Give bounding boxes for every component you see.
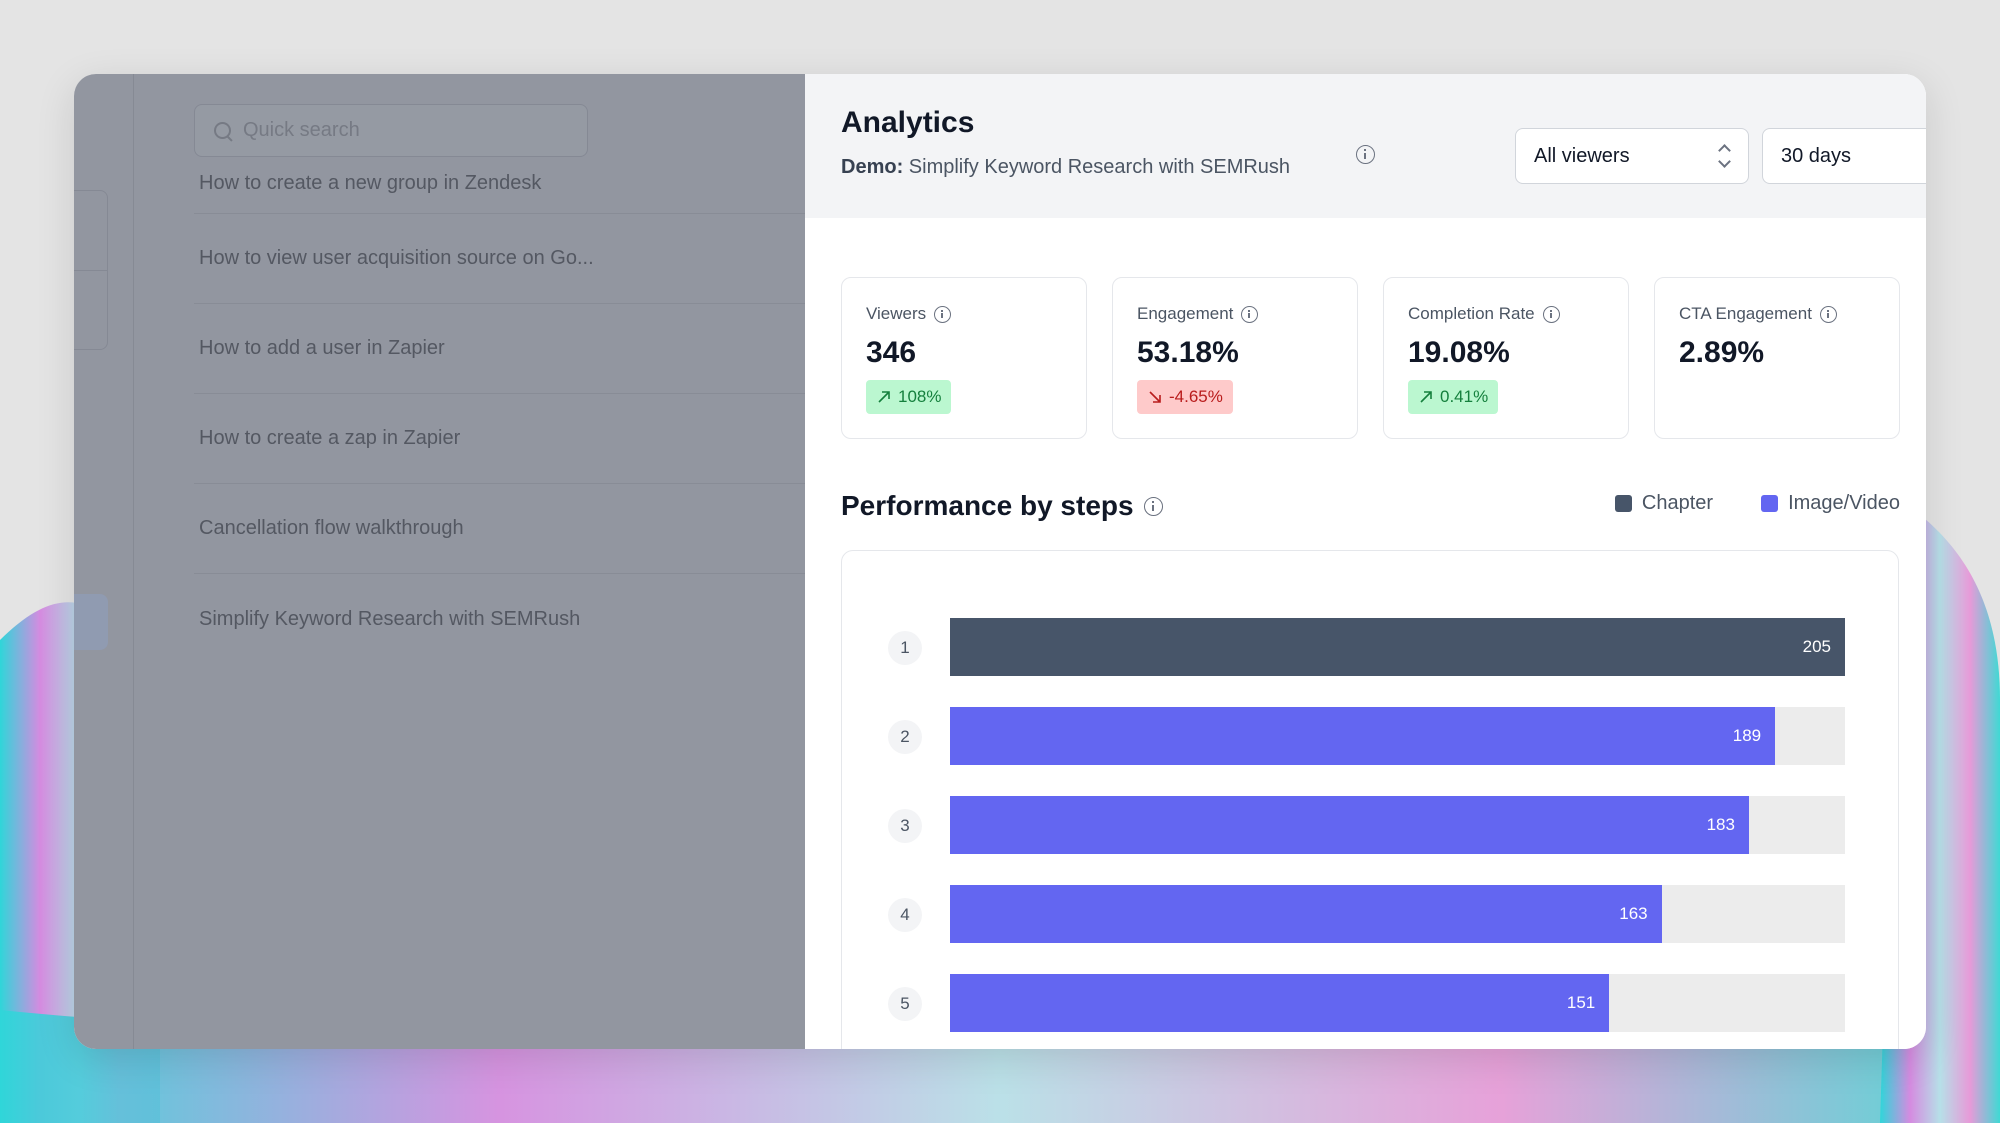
guides-panel: Quick search How to create a new group i…: [74, 74, 805, 1049]
guide-item[interactable]: Cancellation flow walkthrough: [194, 484, 805, 574]
stat-label: Engagement: [1137, 304, 1259, 324]
chart-legend: Chapter Image/Video: [1614, 492, 1900, 515]
legend-swatch: [1761, 495, 1779, 512]
page-title: Analytics: [841, 106, 975, 139]
step-number: 5: [888, 987, 922, 1021]
stat-value: 53.18%: [1137, 336, 1239, 369]
date-range-select[interactable]: 30 days: [1762, 128, 1926, 184]
search-icon: [213, 121, 233, 141]
legend-label: Image/Video: [1788, 492, 1900, 514]
rail-active-item[interactable]: [74, 594, 108, 650]
guide-item[interactable]: How to view user acquisition source on G…: [194, 214, 805, 304]
stat-label-text: Viewers: [866, 304, 927, 323]
stat-label: Completion Rate: [1408, 304, 1560, 324]
search-placeholder: Quick search: [243, 119, 360, 141]
info-icon[interactable]: [1819, 305, 1837, 323]
analytics-panel: Analytics Demo: Simplify Keyword Researc…: [805, 74, 1926, 1049]
legend-item-chapter: Chapter: [1614, 492, 1714, 515]
guide-item[interactable]: Simplify Keyword Research with SEMRush: [199, 607, 581, 630]
trend-value: -4.65%: [1169, 387, 1223, 406]
subtitle-demo-name: Simplify Keyword Research with SEMRush: [908, 156, 1291, 178]
step-number: 1: [888, 631, 922, 665]
viewers-select[interactable]: All viewers: [1515, 128, 1749, 184]
quick-search-input[interactable]: Quick search: [194, 104, 588, 157]
date-range-select-value: 30 days: [1781, 144, 1852, 167]
performance-title-text: Performance by steps: [841, 490, 1134, 521]
step-number: 4: [888, 898, 922, 932]
trend-badge: -4.65%: [1137, 380, 1233, 414]
bar-step-5[interactable]: 151: [950, 974, 1610, 1032]
stat-card-completion-rate: Completion Rate 19.08% 0.41%: [1383, 277, 1629, 439]
trend-value: 0.41%: [1440, 387, 1489, 406]
bar-value-label: 183: [1706, 815, 1735, 834]
app-window: Quick search How to create a new group i…: [74, 74, 1926, 1049]
guide-item[interactable]: How to add a user in Zapier: [194, 304, 805, 394]
bar-track: 205: [950, 618, 1845, 676]
step-number: 3: [888, 809, 922, 843]
info-icon[interactable]: [1241, 305, 1259, 323]
bar-value-label: 163: [1619, 904, 1648, 923]
guide-item[interactable]: How to create a new group in Zendesk: [194, 144, 805, 214]
performance-title: Performance by steps: [841, 490, 1163, 522]
guide-item[interactable]: How to create a zap in Zapier: [194, 394, 805, 484]
bar-track: 151: [950, 974, 1845, 1032]
stat-value: 2.89%: [1679, 336, 1765, 369]
stat-card-engagement: Engagement 53.18% -4.65%: [1112, 277, 1358, 439]
chart-row: 5 151: [842, 973, 1900, 1033]
info-icon[interactable]: [1143, 496, 1163, 516]
arrow-up-right-icon: [878, 391, 890, 403]
info-icon[interactable]: [1542, 305, 1560, 323]
info-icon[interactable]: [1356, 145, 1375, 164]
trend-badge: 0.41%: [1408, 380, 1499, 414]
viewers-select-value: All viewers: [1534, 144, 1630, 167]
stat-value: 346: [866, 336, 917, 369]
performance-chart: 1 205 2 189 3 183 4 163 5 151: [841, 550, 1899, 1049]
chart-row: 2 189: [842, 706, 1900, 766]
bar-step-3[interactable]: 183: [950, 796, 1749, 854]
stat-label-text: Completion Rate: [1408, 304, 1535, 323]
bar-value-label: 151: [1566, 993, 1596, 1012]
stat-label-text: CTA Engagement: [1679, 304, 1812, 323]
chevron-updown-icon: [1718, 143, 1730, 169]
stat-label: Viewers: [866, 304, 952, 324]
bar-step-2[interactable]: 189: [950, 707, 1776, 765]
analytics-header: Analytics Demo: Simplify Keyword Researc…: [805, 74, 1926, 218]
bar-step-4[interactable]: 163: [950, 885, 1662, 943]
info-icon[interactable]: [934, 305, 952, 323]
step-number: 2: [888, 720, 922, 754]
guide-list: How to create a new group in Zendesk How…: [194, 144, 805, 664]
arrow-up-right-icon: [1420, 391, 1432, 403]
stat-value: 19.08%: [1408, 336, 1510, 369]
bar-track: 183: [950, 796, 1845, 854]
stat-card-cta-engagement: CTA Engagement 2.89%: [1654, 277, 1900, 439]
chart-row: 1 205: [842, 617, 1900, 677]
arrow-down-right-icon: [1149, 391, 1161, 403]
chart-row: 4 163: [842, 884, 1900, 944]
bar-track: 163: [950, 885, 1845, 943]
bar-track: 189: [950, 707, 1845, 765]
bar-step-1[interactable]: 205: [950, 618, 1845, 676]
legend-item-image-video: Image/Video: [1761, 492, 1900, 515]
bar-value-label: 205: [1802, 637, 1831, 656]
left-rail: [74, 74, 134, 1049]
stat-label: CTA Engagement: [1679, 304, 1837, 324]
trend-value: 108%: [898, 387, 942, 406]
stat-card-viewers: Viewers 346 108%: [841, 277, 1087, 439]
legend-label: Chapter: [1641, 492, 1714, 514]
trend-badge: 108%: [866, 380, 952, 414]
chart-row: 3 183: [842, 795, 1900, 855]
bar-value-label: 189: [1732, 726, 1762, 745]
legend-swatch: [1614, 495, 1632, 512]
page-subtitle: Demo: Simplify Keyword Research with SEM…: [841, 156, 1290, 179]
subtitle-prefix: Demo:: [841, 156, 904, 178]
rail-divider: [74, 270, 108, 271]
stat-label-text: Engagement: [1137, 304, 1234, 323]
